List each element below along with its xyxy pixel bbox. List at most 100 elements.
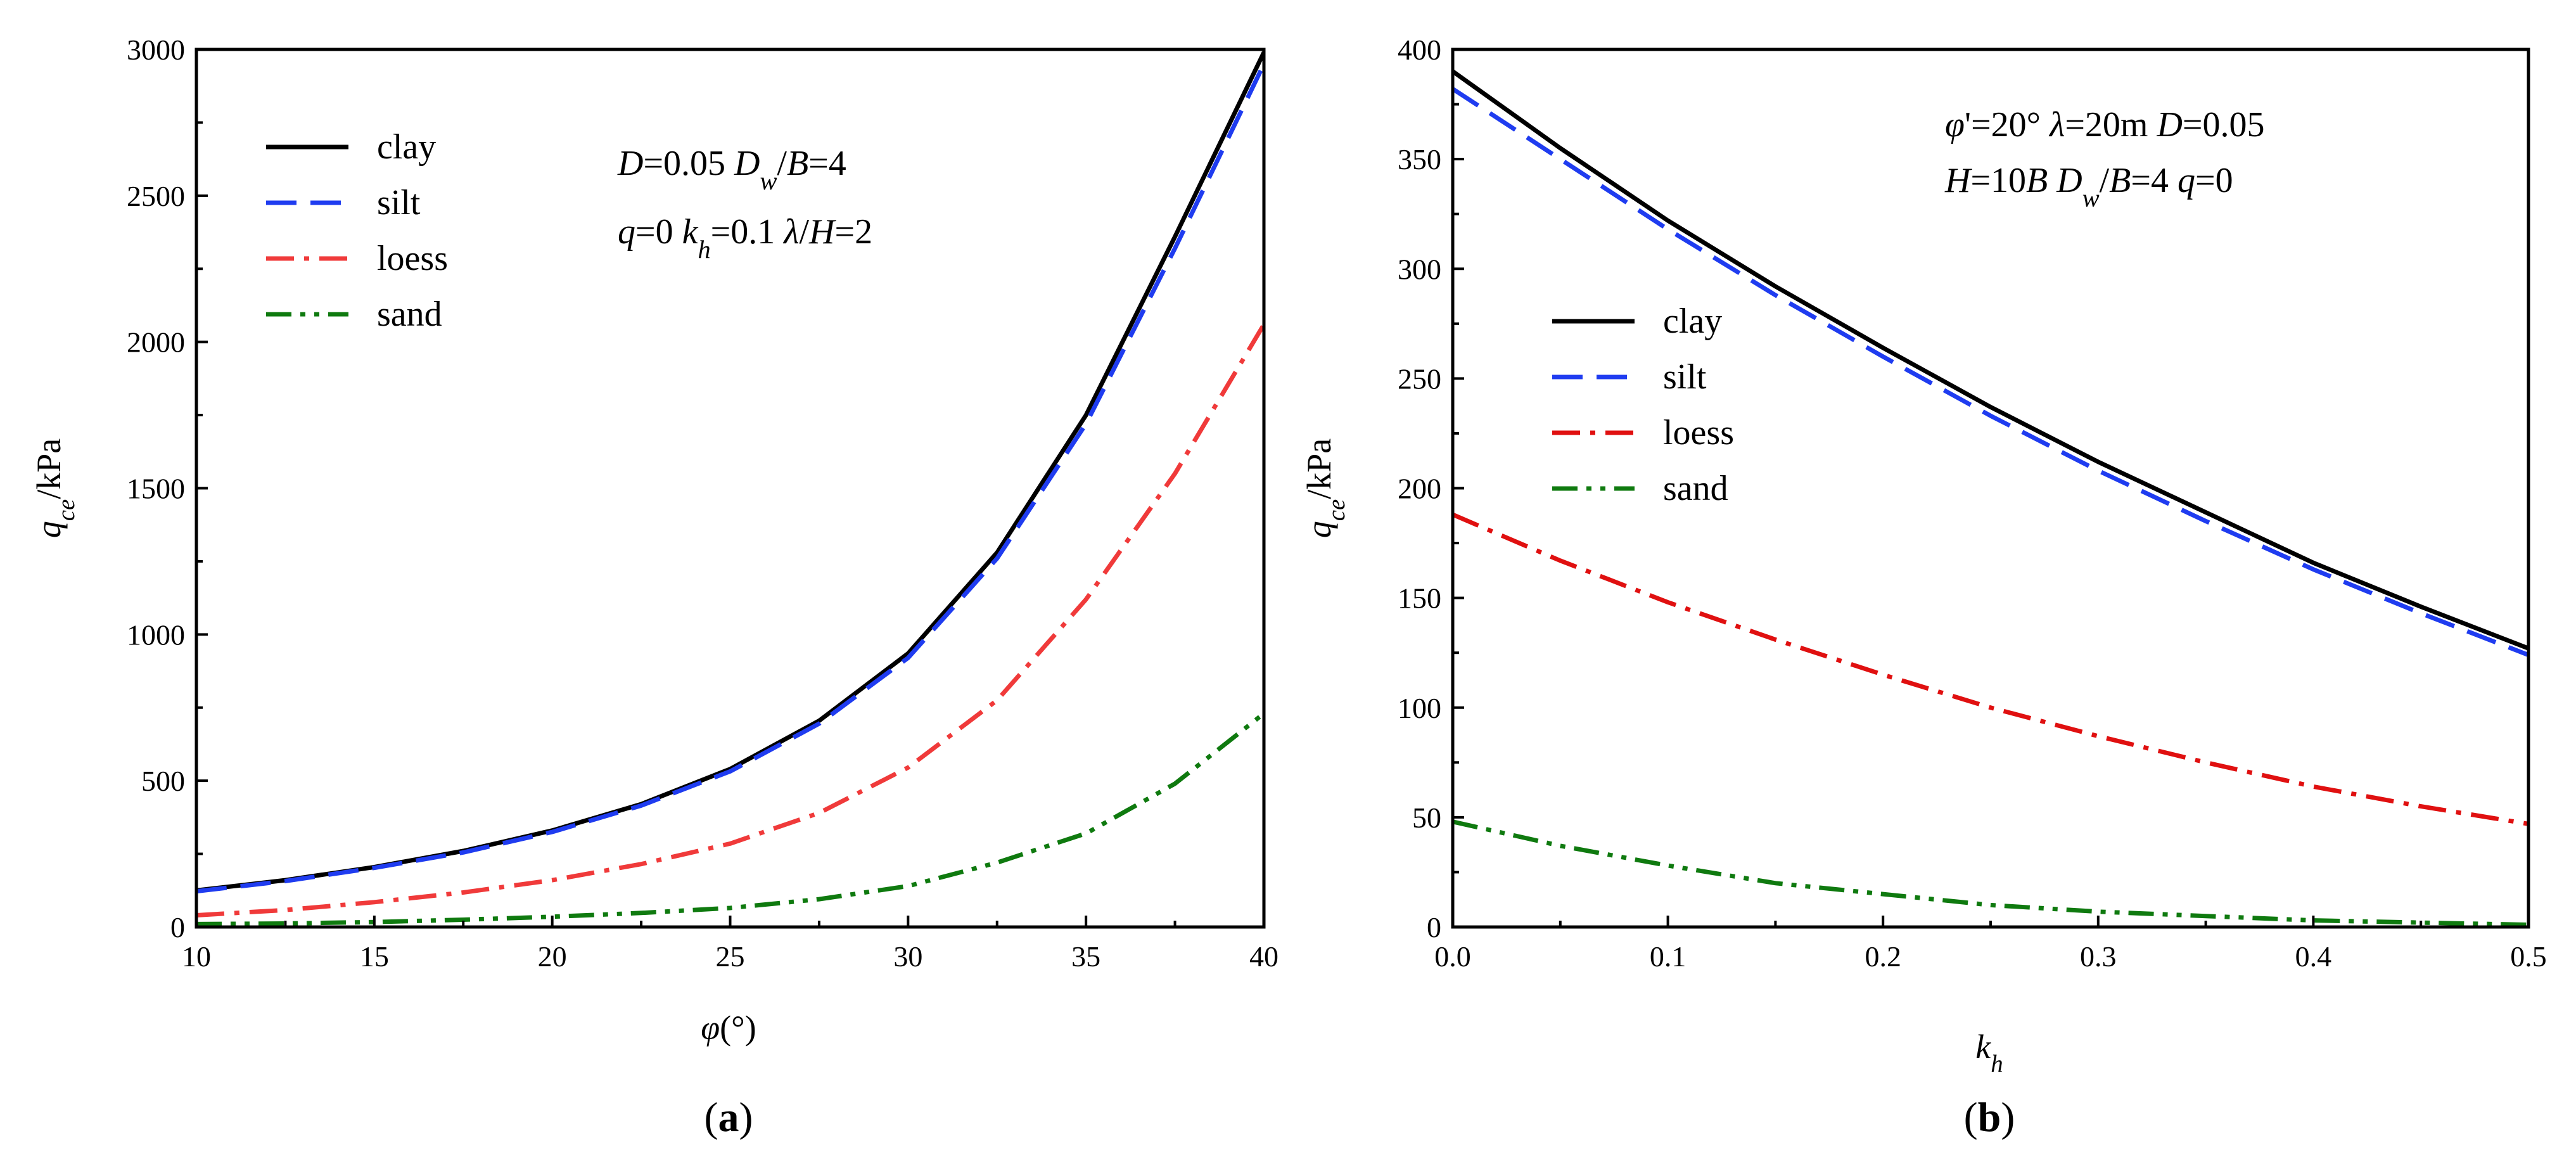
annotation-line-part: =4: [2131, 161, 2177, 200]
annotation-line-part: B: [2109, 161, 2131, 200]
y-axis-title: qce/kPa: [1300, 438, 1350, 539]
panel-paren-close: ): [739, 1094, 753, 1141]
legend-label-loess: loess: [377, 239, 448, 278]
y-axis-title-group: qce/kPa: [30, 438, 80, 539]
annotation-line-part: =4: [808, 144, 846, 183]
y-tick-label: 0: [1427, 911, 1441, 943]
annotation-line-part: B: [2026, 161, 2048, 200]
y-axis-title: qce/kPa: [30, 438, 80, 539]
series-line-clay: [1453, 69, 2528, 651]
annotation-line-part: q: [2177, 161, 2195, 200]
x-tick-label: 20: [538, 940, 567, 973]
legend-label-clay: clay: [1663, 302, 1722, 341]
annotation-line-part: =0.05: [643, 144, 725, 183]
annotation-line-part: [673, 212, 682, 252]
panel-paren-open: (: [705, 1094, 718, 1141]
x-tick-label: 0.1: [1650, 940, 1687, 973]
y-tick-label: 2500: [127, 180, 185, 212]
annotation-line-part: /: [799, 212, 809, 252]
annotation-line-part: k: [682, 212, 699, 252]
panel-paren-open: (: [1964, 1094, 1978, 1141]
y-axis-title-part: /kPa: [30, 438, 68, 499]
panel-letter: a: [718, 1094, 739, 1141]
legend-label-sand: sand: [377, 295, 442, 334]
y-tick-label: 250: [1398, 362, 1441, 395]
x-tick-label: 0.3: [2080, 940, 2117, 973]
x-tick-label: 40: [1249, 940, 1278, 973]
series-line-sand: [1453, 819, 2528, 927]
annotation-line-part: =0.05: [2183, 105, 2265, 144]
y-tick-label: 400: [1398, 34, 1441, 66]
x-axis-title: kh: [1975, 1028, 2003, 1078]
annotation-line-part: [775, 212, 784, 252]
annotation-line-part: H: [1944, 161, 1972, 200]
x-tick-label: 0.5: [2510, 940, 2547, 973]
x-axis-title: φ(°): [701, 1009, 756, 1047]
y-tick-label: 1500: [127, 473, 185, 505]
series-line-loess: [1453, 512, 2528, 826]
x-tick-label: 0.2: [1865, 940, 1901, 973]
y-tick-label: 50: [1412, 802, 1441, 834]
annotation-line: q=0 kh=0.1 λ/H=2: [618, 212, 872, 264]
chart-panel-b: 0.0 0.1 0.2 0.3 0.4 0.5 0 50 100 150 200 250 300 350 4…: [1300, 34, 2547, 1141]
y-axis-title-part: ce: [53, 499, 80, 521]
x-axis-title-part: k: [1975, 1028, 1991, 1066]
annotation-line: φ'=20° λ=20m D=0.05: [1945, 105, 2265, 144]
annotation-line-part: q: [618, 212, 635, 252]
annotation-line-part: D: [2056, 161, 2082, 200]
y-tick-label: 500: [141, 765, 185, 797]
y-tick-label: 150: [1398, 582, 1441, 615]
series-line-silt: [196, 63, 1264, 894]
legend-label-sand: sand: [1663, 469, 1728, 508]
x-axis-title-part: (°): [720, 1009, 756, 1047]
x-tick-label: 0.4: [2295, 940, 2332, 973]
panel-letter: b: [1978, 1094, 2001, 1141]
annotation-line-part: /: [777, 144, 787, 183]
annotation-line-part: B: [787, 144, 808, 183]
annotation-line-part: /: [2100, 161, 2110, 200]
annotation-line-part: =10: [1970, 161, 2026, 200]
y-tick-label: 1000: [127, 618, 185, 651]
legend-label-silt: silt: [1663, 357, 1707, 397]
legend-label-silt: silt: [377, 183, 421, 222]
annotation-line-part: D: [617, 144, 643, 183]
annotation-line-part: =0: [2195, 161, 2233, 200]
annotation-line-part: =0: [635, 212, 673, 252]
legend-label-loess: loess: [1663, 413, 1734, 452]
series-line-sand: [196, 712, 1264, 926]
y-axis-title-group: qce/kPa: [1300, 438, 1350, 539]
y-axis-title-part: ce: [1323, 499, 1350, 521]
series-line-loess: [196, 323, 1264, 917]
annotation-line-part: λ: [2048, 105, 2065, 144]
annotation-line-part: w: [2082, 184, 2100, 212]
x-axis-title-part: h: [1991, 1051, 2003, 1078]
y-tick-label: 350: [1398, 143, 1441, 176]
annotation-line: D=0.05 Dw/B=4: [617, 144, 846, 195]
y-tick-label: 200: [1398, 473, 1441, 505]
annotation-line-part: λ: [782, 212, 799, 252]
y-tick-label: 0: [170, 911, 185, 943]
annotation-line-part: =0.1: [711, 212, 775, 252]
annotation-line-part: D: [734, 144, 760, 183]
x-tick-label: 0.0: [1434, 940, 1471, 973]
annotation-line-part: w: [760, 167, 777, 195]
x-axis-title-part: φ: [701, 1009, 720, 1047]
legend-label-clay: clay: [377, 127, 436, 167]
chart-panel-a: 10 15 20 25 30 35 40050010001500200025003000φ(…: [30, 34, 1278, 1141]
x-tick-label: 10: [182, 940, 211, 973]
annotation-line-part: h: [698, 235, 710, 264]
annotation-line: H=10B Dw/B=4 q=0: [1944, 161, 2233, 212]
series-line-silt: [1453, 87, 2528, 657]
annotation-line-part: =20m: [2065, 105, 2157, 144]
x-tick-label: 35: [1071, 940, 1100, 973]
y-tick-label: 300: [1398, 253, 1441, 285]
annotation-line-part: [2048, 161, 2056, 200]
y-axis-title-part: q: [1300, 521, 1338, 538]
annotation-line-part: D: [2156, 105, 2182, 144]
x-tick-label: 15: [360, 940, 389, 973]
y-axis-title-part: q: [30, 521, 68, 538]
y-axis-title-part: /kPa: [1300, 438, 1338, 499]
panel-paren-close: ): [2001, 1094, 2015, 1141]
panel-label: (b): [1964, 1094, 2015, 1141]
